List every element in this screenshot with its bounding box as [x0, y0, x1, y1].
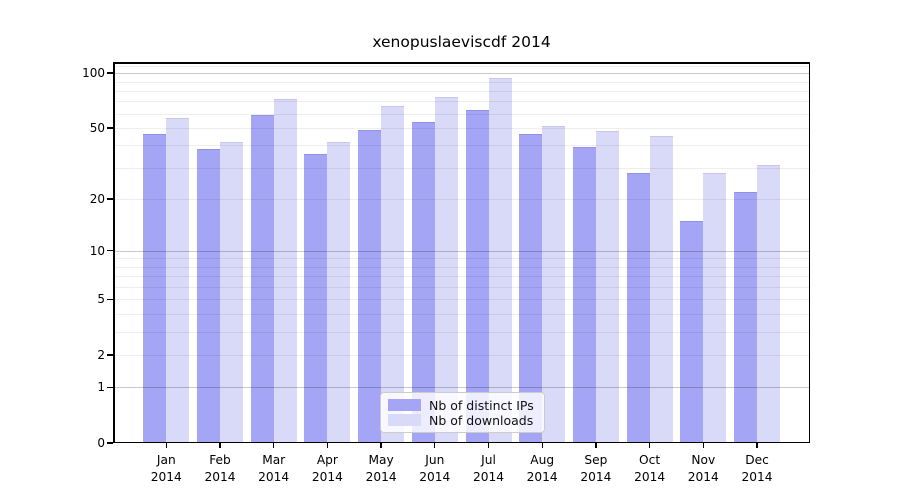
gridline-minor [113, 299, 810, 301]
x-tick [702, 443, 704, 448]
bar-downloads-apr [327, 141, 351, 443]
gridline-minor [113, 113, 810, 115]
y-tick [107, 72, 113, 74]
legend-item-ips: Nb of distinct IPs [388, 397, 537, 413]
x-tick-label: Nov 2014 [687, 453, 719, 484]
gridline-minor [113, 331, 810, 333]
y-tick-label: 50 [89, 120, 105, 135]
y-tick [107, 386, 113, 389]
axis-spine-bottom [113, 441, 810, 443]
x-tick-label: Feb 2014 [204, 453, 236, 484]
bar-ips-jan [143, 134, 167, 443]
bar-ips-mar [250, 114, 274, 443]
gridline-major [113, 387, 810, 389]
bar-downloads-jul [488, 78, 512, 443]
y-tick [107, 442, 113, 444]
bar-ips-oct [626, 173, 650, 443]
axis-spine-right [808, 62, 810, 443]
gridline-minor [113, 65, 810, 67]
bar-ips-jul [465, 109, 489, 443]
gridline-minor [113, 266, 810, 268]
x-tick [380, 443, 382, 448]
x-tick-label: Jan 2014 [150, 453, 182, 484]
axis-spine-top [113, 62, 810, 64]
y-tick [107, 198, 113, 200]
legend-swatch-ips [388, 399, 421, 411]
bar-ips-may [358, 129, 382, 443]
gridline-minor [113, 127, 810, 129]
bar-ips-sep [572, 147, 596, 443]
x-tick [756, 443, 758, 448]
gridline-major [113, 73, 810, 75]
gridline-minor [113, 81, 810, 83]
x-tick [273, 443, 275, 448]
gridline-minor [113, 90, 810, 92]
x-tick [219, 443, 221, 448]
y-tick-label: 2 [97, 347, 105, 362]
gridline-minor [113, 314, 810, 315]
bar-downloads-jan [166, 117, 190, 443]
y-tick-label: 20 [89, 192, 105, 206]
axis-spine-left [113, 62, 115, 443]
gridline-minor [113, 167, 810, 169]
gridline-minor [113, 287, 810, 288]
legend-label: Nb of distinct IPs [429, 397, 534, 413]
x-tick-label: Jul 2014 [472, 453, 505, 484]
x-tick-label: May 2014 [365, 453, 397, 484]
gridline-minor [113, 145, 810, 147]
legend-item-downloads: Nb of downloads [388, 412, 537, 428]
gridline-minor [113, 101, 810, 103]
x-tick [595, 443, 597, 448]
gridline-minor [113, 276, 810, 278]
gridline-minor [113, 354, 810, 356]
bar-downloads-aug [542, 126, 566, 443]
bar-downloads-nov [703, 173, 727, 443]
bar-ips-jun [411, 121, 435, 443]
bar-downloads-sep [595, 131, 619, 443]
bar-ips-feb [197, 149, 220, 443]
bar-ips-nov [680, 220, 704, 443]
x-tick-label: Dec 2014 [741, 453, 773, 484]
x-tick [487, 443, 490, 448]
gridline-minor [113, 258, 810, 260]
y-tick [107, 127, 113, 129]
bar-downloads-oct [649, 136, 673, 443]
y-tick-label: 0 [97, 436, 105, 450]
bar-ips-dec [734, 191, 757, 443]
chart-title: xenopuslaeviscdf 2014 [372, 33, 551, 51]
bar-downloads-mar [273, 99, 297, 443]
y-tick-label: 10 [89, 243, 105, 258]
bar-downloads-may [381, 106, 405, 443]
legend-swatch-downloads [388, 414, 421, 426]
x-tick-label: Oct 2014 [634, 453, 666, 484]
gridline-minor [113, 199, 810, 200]
x-tick-label: Apr 2014 [311, 453, 343, 484]
y-tick-label: 100 [82, 66, 105, 81]
x-tick [165, 443, 167, 448]
plot-area [113, 62, 810, 443]
x-tick [541, 443, 543, 448]
y-tick-label: 1 [97, 380, 105, 395]
y-tick [107, 250, 113, 252]
bar-downloads-feb [220, 141, 243, 443]
x-tick-label: Mar 2014 [258, 453, 290, 484]
legend: Nb of distinct IPs Nb of downloads [380, 392, 545, 433]
bar-downloads-jun [434, 97, 458, 443]
bar-downloads-dec [757, 165, 780, 443]
bar-ips-aug [519, 134, 543, 443]
gridline-major [113, 250, 810, 252]
y-tick-label: 5 [97, 292, 105, 307]
x-tick-label: Jun 2014 [419, 453, 451, 484]
x-tick-label: Sep 2014 [580, 453, 612, 484]
legend-label: Nb of downloads [429, 412, 534, 428]
x-tick [434, 443, 436, 448]
x-tick [326, 443, 329, 448]
y-tick [107, 354, 113, 356]
y-tick [107, 298, 113, 301]
x-tick [648, 443, 651, 448]
x-tick-label: Aug 2014 [526, 453, 558, 484]
bar-ips-apr [304, 153, 328, 443]
